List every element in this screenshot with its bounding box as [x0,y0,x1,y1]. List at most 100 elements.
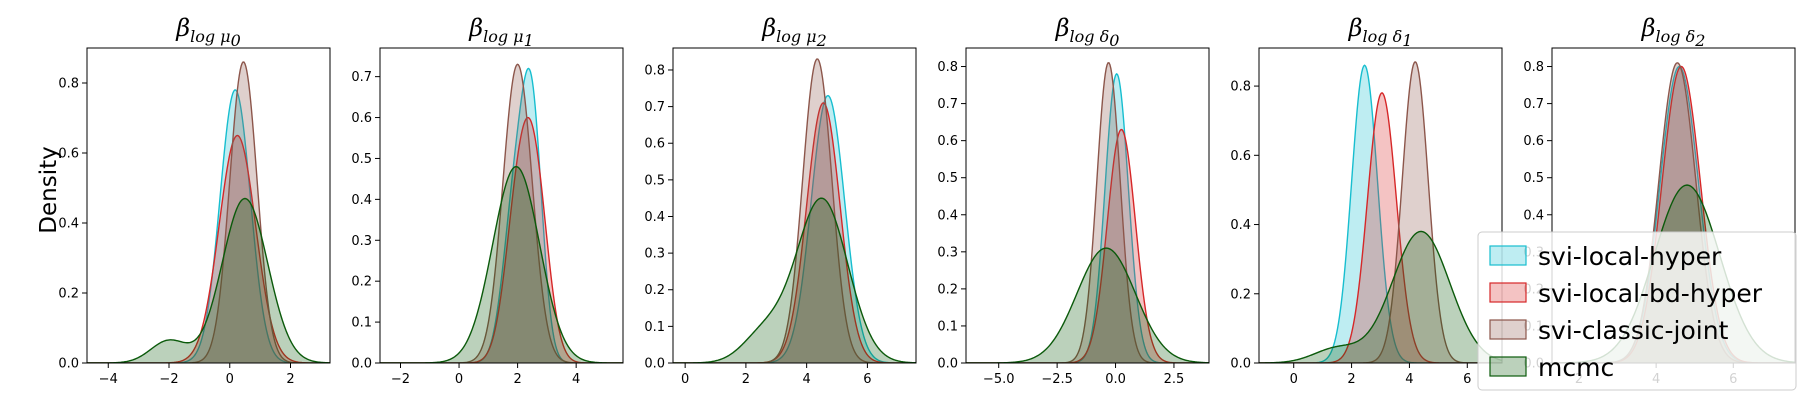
y-tick-label: 0.6 [644,137,665,152]
x-tick-label: 0 [226,372,234,387]
x-tick-label: −2 [391,372,410,387]
density-panel-4: 0 2 4 6 0.0 0.2 0.4 0.6 0.8 βlog δ1 [1230,14,1503,387]
density-area-mcmc [87,198,330,363]
y-tick-label: 0.0 [1230,357,1251,372]
y-tick-label: 0.4 [644,210,665,225]
density-area-svi-classic-joint [673,58,916,363]
y-axis-label: Density [36,146,62,233]
density-line-svi-local-bd-hyper [966,128,1209,363]
y-tick-label: 0.5 [937,171,958,186]
panel-title-subscript: log μ [483,27,523,46]
y-tick-label: 0.5 [1523,171,1544,186]
density-area-svi-local-bd-hyper [380,117,623,363]
y-tick-label: 0.3 [351,234,372,249]
panel-title-subscript: log δ [1362,27,1402,46]
y-tick-label: 0.5 [644,173,665,188]
x-tick-label: 0.0 [1105,372,1126,387]
density-line-svi-local-hyper [380,67,623,363]
density-line-svi-local-bd-hyper [87,134,330,363]
density-line-mcmc [87,197,330,363]
panel-title-main: β [468,14,483,42]
density-panel-3: −5.0 −2.5 0.0 2.5 0.0 0.1 0.2 0.3 0.4 0.5 0.6 0.7 0.… [937,14,1210,387]
x-tick-label: 0 [1290,372,1298,387]
y-tick-label: 0.6 [1230,149,1251,164]
legend: svi-local-hyper svi-local-bd-hyper svi-cla… [1477,231,1797,391]
axes-frame [379,47,624,364]
y-tick-label: 0.4 [1523,208,1544,223]
y-tick-label: 0.4 [937,208,958,223]
y-tick-label: 0.6 [351,111,372,126]
x-tick-label: 2 [742,372,750,387]
density-line-svi-classic-joint [87,61,330,363]
y-tick-label: 0.8 [1523,60,1544,75]
legend-swatch-svi-local-hyper [1489,245,1527,266]
density-area-svi-local-hyper [1259,65,1502,363]
y-tick-label: 0.8 [644,63,665,78]
y-tick-label: 0.8 [1230,80,1251,95]
density-area-svi-local-bd-hyper [87,135,330,363]
x-tick-label: −4 [99,372,118,387]
panel-title-main: β [175,14,190,42]
x-tick-label: 6 [1463,372,1471,387]
panel-title-index: 1 [1402,31,1412,50]
y-tick-label: 0.1 [644,320,665,335]
y-tick-label: 0.3 [937,245,958,260]
x-tick-label: 6 [863,372,871,387]
panel-title-index: 2 [1694,31,1705,50]
density-area-mcmc [966,248,1209,363]
x-tick-label: −2 [159,372,178,387]
panel-title-main: β [1348,14,1363,42]
panel-title: βlog δ1 [1348,14,1413,50]
x-tick-label: −2.5 [1041,372,1073,387]
legend-swatch-svi-local-bd-hyper [1489,282,1527,303]
legend-label-svi-local-bd-hyper: svi-local-bd-hyper [1538,279,1763,308]
x-tick-label: 2 [513,372,521,387]
y-tick-label: 0.2 [644,283,665,298]
panel-title-subscript: log δ [1655,27,1695,46]
density-line-svi-local-hyper [1259,64,1502,363]
y-tick-label: 0.5 [351,152,372,167]
legend-label-svi-local-hyper: svi-local-hyper [1538,242,1722,271]
x-tick-label: 0 [455,372,463,387]
panel-title: βlog μ1 [468,14,534,50]
y-tick-label: 0.0 [351,357,372,372]
y-tick-label: 0.4 [58,217,79,232]
y-tick-label: 0.8 [58,77,79,92]
legend-swatch-svi-classic-joint [1489,319,1527,340]
panel-title: βlog δ0 [1055,14,1120,50]
axes-frame [672,47,917,364]
panel-title-index: 0 [1109,31,1119,50]
y-tick-label: 0.4 [351,193,372,208]
x-tick-label: 0 [681,372,689,387]
density-line-svi-local-hyper [673,94,916,363]
panel-title: βlog μ2 [761,14,827,50]
x-tick-label: 4 [803,372,811,387]
panel-title-main: β [1055,14,1070,42]
y-tick-label: 0.0 [937,357,958,372]
y-tick-label: 0.0 [644,357,665,372]
y-tick-label: 0.1 [937,319,958,334]
panel-title-main: β [761,14,776,42]
panel-title: βlog μ0 [175,14,241,50]
density-line-svi-classic-joint [1259,60,1502,363]
density-line-svi-local-bd-hyper [673,102,916,363]
density-line-mcmc [673,197,916,363]
y-tick-label: 0.1 [351,316,372,331]
panel-title-subscript: log μ [190,27,230,46]
x-tick-label: 2 [1347,372,1355,387]
y-tick-label: 0.4 [1230,218,1251,233]
density-curves [1259,60,1502,363]
density-line-svi-classic-joint [966,62,1209,363]
density-line-svi-local-bd-hyper [1259,92,1502,363]
density-area-mcmc [1259,231,1502,363]
density-area-svi-classic-joint [380,64,623,363]
y-tick-label: 0.6 [937,134,958,149]
y-tick-label: 0.6 [58,147,79,162]
axes-frame [1258,47,1503,364]
y-tick-label: 0.2 [58,287,79,302]
density-area-mcmc [673,198,916,363]
y-tick-label: 0.2 [937,282,958,297]
density-panel-1: −2 0 2 4 0.0 0.1 0.2 0.3 0.4 0.5 0.6 0.7 βlog μ1 [351,14,624,387]
x-tick-label: 4 [572,372,580,387]
